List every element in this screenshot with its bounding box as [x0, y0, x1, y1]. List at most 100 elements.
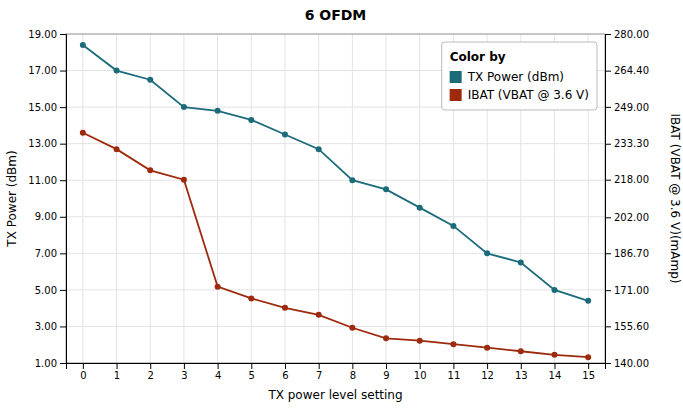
point [147, 77, 153, 83]
tick-mark [83, 363, 84, 369]
tick: 264.40 [605, 65, 649, 76]
legend-swatch [450, 71, 462, 83]
point [551, 287, 557, 293]
point [551, 352, 557, 358]
point [282, 132, 288, 138]
point [349, 177, 355, 183]
tick: 19.00 [28, 29, 66, 40]
point [316, 146, 322, 152]
grid-line-x [352, 34, 353, 363]
y2-axis-title: IBAT (VBAT @ 3.6 V)(mAmp) [668, 114, 682, 284]
tick-mark [184, 363, 185, 369]
tick-mark [60, 326, 66, 327]
tick: 9.00 [35, 211, 66, 222]
tick-mark [521, 363, 522, 369]
grid-line-y [66, 180, 605, 181]
tick: 17.00 [28, 65, 66, 76]
tick: 171.00 [605, 285, 649, 296]
tick: 7.00 [35, 248, 66, 259]
tick: 1.00 [35, 358, 66, 369]
tick-label: 9 [383, 370, 389, 381]
y2-axis: 140.00155.60171.00186.70202.00218.00233.… [605, 29, 649, 369]
tick: 249.00 [605, 102, 649, 113]
tick: 5.00 [35, 285, 66, 296]
point [484, 345, 490, 351]
grid-line-y [66, 289, 605, 290]
tick-mark [60, 34, 66, 35]
tick-mark [319, 363, 320, 369]
tick-mark [605, 217, 611, 218]
tick-mark [605, 290, 611, 291]
tick-mark [60, 253, 66, 254]
tick-label: 249.00 [614, 102, 649, 113]
point [215, 108, 221, 114]
tick-label: 14 [549, 370, 562, 381]
tick: 3 [181, 363, 187, 381]
tick-mark [60, 217, 66, 218]
tick-mark [60, 71, 66, 72]
grid-line-x [284, 34, 285, 363]
tick-mark [605, 71, 611, 72]
axis-line [60, 35, 67, 364]
tick-mark [60, 363, 66, 364]
tick: 0 [80, 363, 86, 381]
axis-line [67, 364, 606, 370]
tick-mark [386, 363, 387, 369]
tick: 11.00 [28, 175, 66, 186]
point [383, 186, 389, 192]
point [484, 250, 490, 256]
tick-label: 186.70 [614, 248, 649, 259]
point [114, 146, 120, 152]
tick-mark [117, 363, 118, 369]
tick-mark [554, 363, 555, 369]
grid-line-x [217, 34, 218, 363]
point [215, 284, 221, 290]
tick-mark [218, 363, 219, 369]
tick: 15 [582, 363, 595, 381]
tick-mark [60, 107, 66, 108]
tick: 14 [549, 363, 562, 381]
point [417, 205, 423, 211]
point [181, 104, 187, 110]
grid-line-y [66, 143, 605, 144]
point [282, 305, 288, 311]
tick: 218.00 [605, 174, 649, 185]
tick-label: 10 [414, 370, 427, 381]
point [80, 130, 86, 136]
tick-label: 12 [481, 370, 494, 381]
grid-line-x [150, 34, 151, 363]
x-axis: 0123456789101112131415 [67, 363, 606, 381]
tick-label: 19.00 [28, 29, 57, 40]
grid-line-x [251, 34, 252, 363]
marks [80, 42, 591, 360]
point [518, 348, 524, 354]
legend: Color byTX Power (dBm)IBAT (VBAT @ 3.6 V… [442, 42, 597, 110]
tick-mark [605, 253, 611, 254]
y-axis: 1.003.005.007.009.0011.0013.0015.0017.00… [28, 29, 66, 369]
tick-mark [60, 290, 66, 291]
grid-line-y [66, 253, 605, 254]
tick-mark [285, 363, 286, 369]
tick-label: 8 [350, 370, 356, 381]
point [450, 223, 456, 229]
x-axis-title: TX power level setting [267, 388, 402, 402]
tick-mark [605, 144, 611, 145]
tick-label: 7 [316, 370, 322, 381]
tick-label: 5.00 [35, 285, 57, 296]
grid-line-x [183, 34, 184, 363]
tick-label: 5 [249, 370, 255, 381]
tick-label: 4 [215, 370, 221, 381]
tick: 13.00 [28, 138, 66, 149]
point [518, 259, 524, 265]
axis-line [606, 35, 612, 364]
y-axis-title: TX Power (dBm) [5, 150, 19, 247]
grid-line-y [66, 216, 605, 217]
point [80, 42, 86, 48]
tick-label: 11 [448, 370, 461, 381]
tick-label: 1.00 [35, 358, 57, 369]
point [147, 167, 153, 173]
tick-label: 7.00 [35, 248, 57, 259]
tick-label: 15.00 [28, 102, 57, 113]
point [450, 341, 456, 347]
tick-mark [605, 34, 611, 35]
